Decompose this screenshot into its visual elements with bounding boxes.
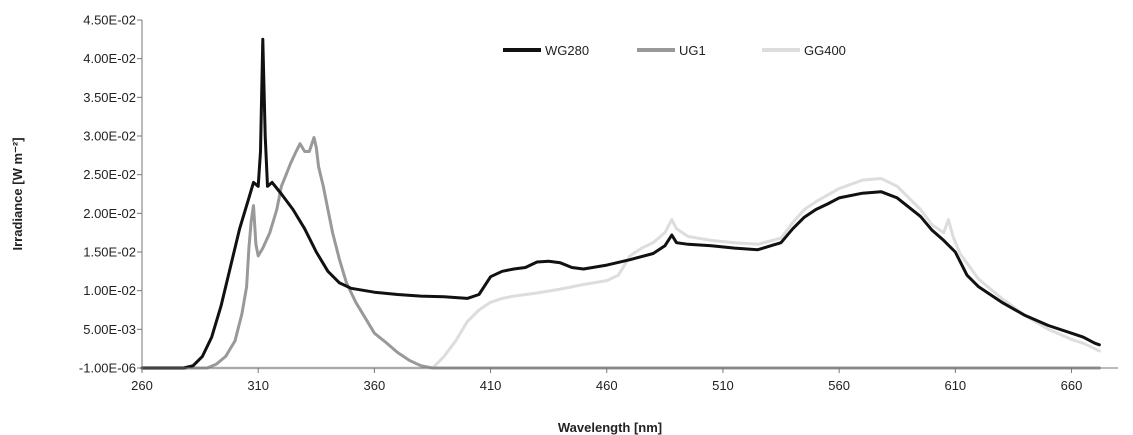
legend-label-ug1: UG1 [679, 43, 706, 58]
x-tick-label: 460 [596, 378, 618, 393]
y-tick-label: 2.50E-02 [83, 167, 136, 182]
y-tick-label: 1.00E-02 [83, 283, 136, 298]
legend-label-wg280: WG280 [545, 43, 589, 58]
y-tick-label: 3.50E-02 [83, 90, 136, 105]
series-line-gg400 [140, 177, 1101, 370]
y-tick-label: 2.00E-02 [83, 206, 136, 221]
y-tick-label: 4.50E-02 [83, 13, 136, 28]
y-tick-label: 1.50E-02 [83, 244, 136, 259]
legend-label-gg400: GG400 [804, 43, 846, 58]
x-tick-label: 510 [712, 378, 734, 393]
x-axis: 260 310 360 410 460 510 560 610 660 [131, 367, 1118, 393]
x-tick-label: 610 [944, 378, 966, 393]
y-axis: -1.00E-06 5.00E-03 1.00E-02 1.50E-02 2.00E-0… [79, 13, 143, 376]
y-tick-label: 4.00E-02 [83, 51, 136, 66]
y-tick-label: 3.00E-02 [83, 128, 136, 143]
x-tick-label: 260 [131, 378, 153, 393]
y-axis-title: Irradiance [W m⁻²] [10, 137, 25, 250]
x-tick-label: 310 [247, 378, 269, 393]
x-tick-label: 360 [364, 378, 386, 393]
plot-lines [140, 37, 1101, 370]
x-tick-label: 560 [828, 378, 850, 393]
x-axis-title: Wavelength [nm] [558, 420, 662, 435]
y-tick-label: 5.00E-03 [83, 322, 136, 337]
x-tick-label: 410 [480, 378, 502, 393]
x-tick-label: 660 [1061, 378, 1083, 393]
y-tick-label: -1.00E-06 [79, 361, 136, 376]
series-line-ug1 [140, 136, 1101, 370]
legend: WG280 UG1 GG400 [503, 43, 846, 58]
series-line-wg280 [140, 37, 1101, 370]
